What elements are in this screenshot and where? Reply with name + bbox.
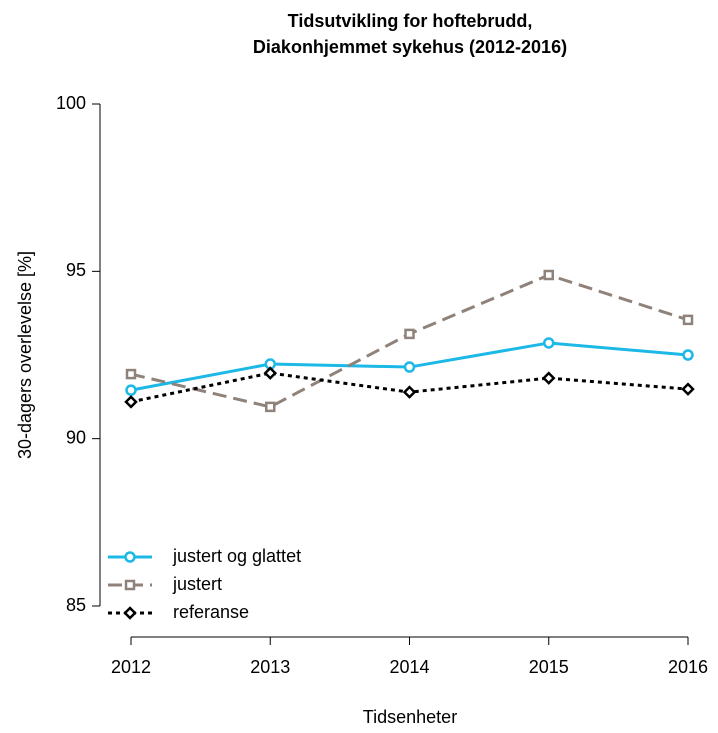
x-axis-label: Tidsenheter: [363, 707, 457, 727]
legend-marker: [124, 551, 136, 563]
point: [403, 361, 416, 373]
y-axis-label: 30-dagers overlevelse [%]: [15, 251, 35, 459]
chart-title: Tidsutvikling for hoftebrudd,: [288, 11, 533, 31]
legend-marker: [124, 579, 136, 591]
point: [543, 337, 555, 349]
point: [404, 328, 415, 340]
point: [682, 314, 694, 326]
y-tick-label: 90: [66, 427, 86, 447]
y-tick-label: 85: [66, 595, 86, 615]
point: [682, 349, 694, 361]
legend-label: justert: [172, 574, 222, 594]
point: [124, 395, 138, 409]
point: [681, 382, 695, 396]
point: [125, 368, 137, 380]
x-tick-label: 2012: [111, 657, 151, 677]
legend-label: referanse: [173, 602, 249, 622]
point: [402, 385, 417, 399]
point: [265, 401, 276, 413]
x-tick-label: 2015: [529, 657, 569, 677]
x-tick-label: 2014: [389, 657, 429, 677]
x-tick-label: 2016: [668, 657, 708, 677]
point: [263, 366, 278, 380]
y-tick-label: 95: [66, 260, 86, 280]
legend-label: justert og glattet: [172, 546, 301, 566]
y-tick-label: 100: [56, 93, 86, 113]
point: [125, 384, 137, 396]
legend-marker: [123, 606, 137, 620]
x-tick-label: 2013: [250, 657, 290, 677]
point: [541, 371, 556, 385]
point: [543, 269, 554, 281]
chart-title: Diakonhjemmet sykehus (2012-2016): [253, 37, 567, 57]
